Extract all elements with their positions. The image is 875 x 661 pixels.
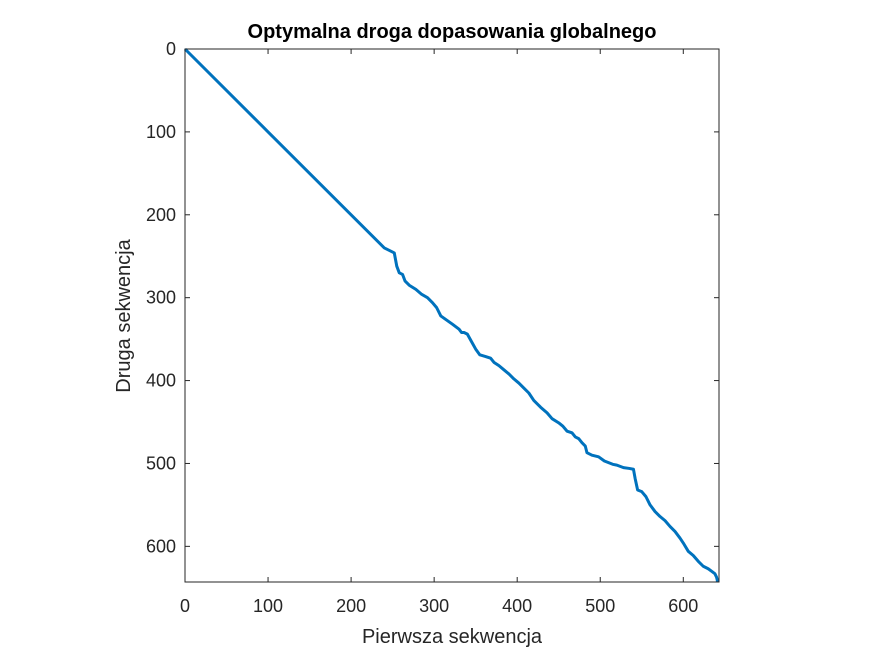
y-tick-label: 200 <box>146 205 176 225</box>
x-tick-label: 500 <box>585 596 615 616</box>
y-tick-label: 100 <box>146 122 176 142</box>
x-tick-label: 600 <box>668 596 698 616</box>
y-tick-label: 400 <box>146 371 176 391</box>
x-tick-label: 300 <box>419 596 449 616</box>
y-axis-title: Druga sekwencja <box>113 238 135 392</box>
y-tick-label: 500 <box>146 453 176 473</box>
plot-content <box>183 47 719 582</box>
x-tick-label: 400 <box>502 596 532 616</box>
x-ticks: 0 100 200 300 400 500 600 <box>180 49 698 616</box>
alignment-path-line <box>183 47 719 582</box>
x-tick-label: 200 <box>336 596 366 616</box>
chart-title: Optymalna droga dopasowania globalnego <box>248 21 657 43</box>
x-tick-label: 100 <box>253 596 283 616</box>
y-tick-label: 600 <box>146 536 176 556</box>
y-ticks: 0 100 200 300 400 500 600 <box>146 39 719 556</box>
x-axis-title: Pierwsza sekwencja <box>362 626 543 648</box>
x-tick-label: 0 <box>180 596 190 616</box>
y-tick-label: 300 <box>146 288 176 308</box>
axes-box <box>184 48 720 583</box>
y-tick-label: 0 <box>166 39 176 59</box>
